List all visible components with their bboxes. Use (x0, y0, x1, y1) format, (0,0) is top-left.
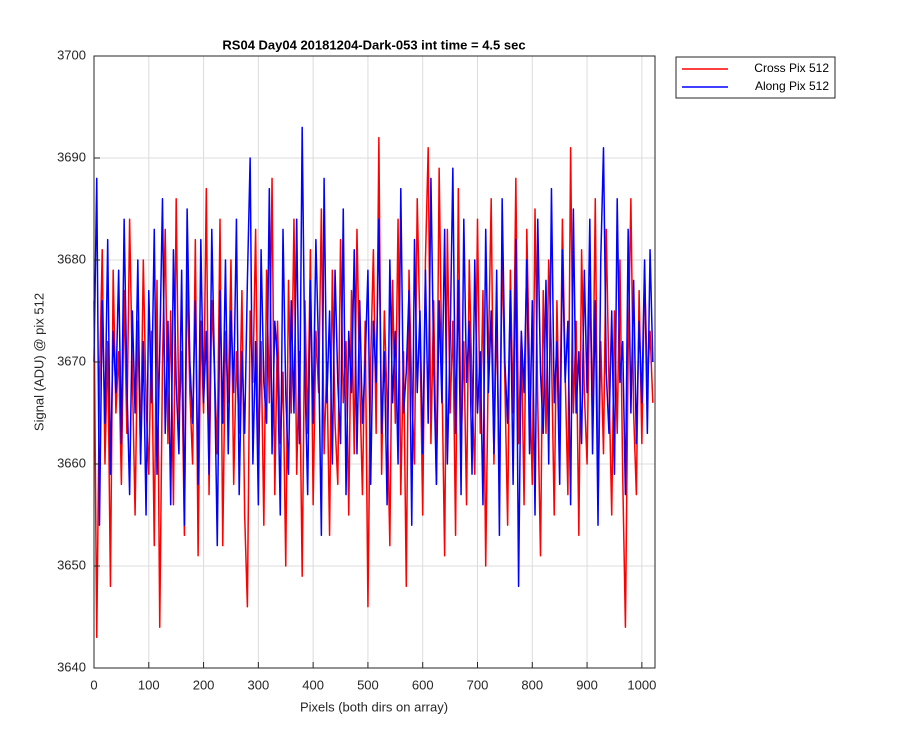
x-tick-label: 300 (248, 677, 270, 692)
legend: Cross Pix 512 Along Pix 512 (675, 56, 836, 99)
legend-label: Cross Pix 512 (754, 61, 829, 75)
legend-label: Along Pix 512 (755, 79, 829, 93)
x-tick-label: 400 (302, 677, 324, 692)
x-tick-label: 1000 (627, 677, 656, 692)
y-axis-label: Signal (ADU) @ pix 512 (31, 293, 46, 431)
y-tick-label: 3700 (57, 47, 86, 62)
x-tick-label: 100 (138, 677, 160, 692)
x-axis-label: Pixels (both dirs on array) (300, 699, 448, 714)
y-tick-label: 3650 (57, 557, 86, 572)
y-tick-label: 3640 (57, 659, 86, 674)
x-tick-label: 800 (521, 677, 543, 692)
y-tick-label: 3660 (57, 455, 86, 470)
plot-area (93, 126, 654, 639)
x-tick-label: 700 (467, 677, 489, 692)
x-tick-label: 900 (576, 677, 598, 692)
x-tick-label: 0 (90, 677, 97, 692)
x-tick-label: 600 (412, 677, 434, 692)
series-line (93, 126, 654, 588)
y-tick-label: 3670 (57, 353, 86, 368)
x-tick-label: 500 (357, 677, 379, 692)
legend-box (675, 56, 836, 99)
y-tick-label: 3680 (57, 251, 86, 266)
x-tick-label: 200 (193, 677, 215, 692)
chart-title: RS04 Day04 20181204-Dark-053 int time = … (222, 37, 525, 52)
ticks: 0 100 200 300 400 500 600 700 800 900 1000 3640 3650… (57, 47, 656, 692)
y-tick-label: 3690 (57, 149, 86, 164)
